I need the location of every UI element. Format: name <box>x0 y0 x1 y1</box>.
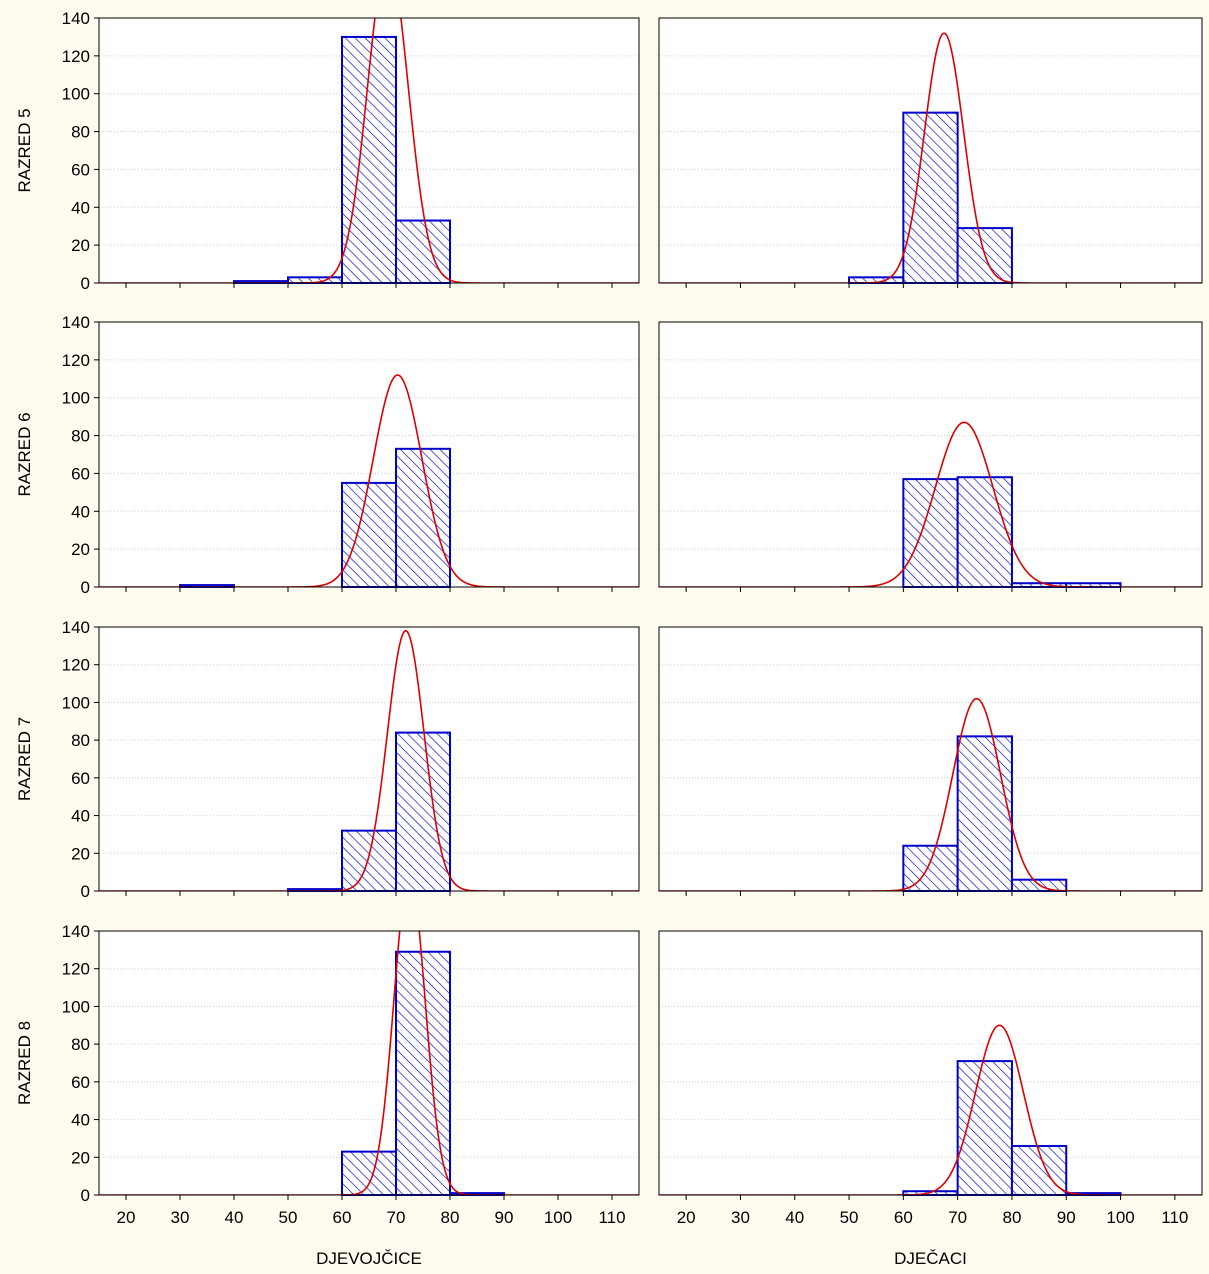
normal-fit-curve <box>659 1024 1202 1195</box>
x-tick-label: 50 <box>279 1208 298 1227</box>
plot-frame <box>658 321 1203 588</box>
x-tick-label: 110 <box>598 1208 625 1227</box>
x-tick-label: 100 <box>544 1208 572 1227</box>
x-tick-label: 70 <box>387 1208 406 1227</box>
panel-2-2 <box>658 321 1203 592</box>
panel-3-2 <box>658 626 1203 896</box>
labels-layer: 0 20 40 60 80 100 120 140 0 20 40 60 80 100 120 140 0 20 4… <box>15 9 1188 1268</box>
y-tick-label: 140 <box>62 9 90 28</box>
y-tick-label: 100 <box>62 997 90 1016</box>
panel-1-1 <box>94 17 640 288</box>
y-tick-label: 60 <box>71 160 90 179</box>
column-axis-title: DJEVOJČICE <box>316 1249 422 1268</box>
histogram-bar <box>902 844 959 892</box>
y-tick-label: 60 <box>71 1073 90 1092</box>
y-tick-label: 120 <box>62 960 90 979</box>
normal-fit-curve <box>659 421 1202 587</box>
y-tick-label: 140 <box>62 618 90 637</box>
y-tick-label: 20 <box>71 540 90 559</box>
histogram-bar <box>956 735 1013 892</box>
x-tick-label: 90 <box>495 1208 514 1227</box>
panel-4-2 <box>658 930 1203 1200</box>
x-tick-label: 90 <box>1057 1208 1076 1227</box>
x-tick-label: 50 <box>840 1208 859 1227</box>
plot-frame <box>98 321 640 588</box>
x-tick-label: 60 <box>333 1208 352 1227</box>
y-tick-label: 0 <box>81 882 90 901</box>
histogram-bar <box>902 111 959 285</box>
normal-fit-curve <box>659 32 1202 283</box>
y-tick-label: 120 <box>62 351 90 370</box>
row-label: RAZRED 7 <box>15 717 34 801</box>
x-tick-label: 100 <box>1106 1208 1134 1227</box>
histogram-bar <box>341 829 397 893</box>
plot-frame <box>658 626 1203 892</box>
plot-frame <box>98 930 640 1196</box>
y-tick-label: 60 <box>71 769 90 788</box>
x-tick-label: 40 <box>785 1208 804 1227</box>
x-tick-label: 70 <box>948 1208 967 1227</box>
y-tick-label: 120 <box>62 656 90 675</box>
plot-frame <box>98 17 640 284</box>
histogram-bar <box>341 481 397 588</box>
y-tick-label: 0 <box>81 274 90 293</box>
panel-2-1 <box>94 321 640 592</box>
column-axis-title: DJEČACI <box>894 1249 967 1268</box>
x-tick-label: 80 <box>441 1208 460 1227</box>
y-tick-label: 20 <box>71 844 90 863</box>
panel-4-1 <box>94 930 640 1200</box>
row-label: RAZRED 5 <box>15 108 34 192</box>
y-tick-label: 100 <box>62 693 90 712</box>
y-tick-label: 40 <box>71 1111 90 1130</box>
y-tick-label: 0 <box>81 578 90 597</box>
row-label: RAZRED 8 <box>15 1021 34 1105</box>
row-label: RAZRED 6 <box>15 412 34 496</box>
panel-3-1 <box>94 626 640 896</box>
normal-fit-curve <box>99 18 639 283</box>
y-tick-label: 140 <box>62 313 90 332</box>
plot-frame <box>98 626 640 892</box>
y-tick-label: 80 <box>71 427 90 446</box>
y-tick-label: 40 <box>71 198 90 217</box>
y-tick-label: 20 <box>71 236 90 255</box>
x-tick-label: 30 <box>731 1208 750 1227</box>
y-tick-label: 140 <box>62 922 90 941</box>
y-tick-label: 100 <box>62 389 90 408</box>
y-tick-label: 40 <box>71 807 90 826</box>
histogram-bar <box>395 731 451 892</box>
normal-fit-curve <box>99 629 639 891</box>
x-tick-label: 20 <box>677 1208 696 1227</box>
y-tick-label: 20 <box>71 1148 90 1167</box>
normal-fit-curve <box>659 697 1202 891</box>
y-tick-label: 100 <box>62 85 90 104</box>
panel-1-2 <box>658 17 1203 288</box>
panels-layer <box>94 17 1203 1200</box>
plot-area <box>659 931 1202 1195</box>
y-tick-label: 80 <box>71 123 90 142</box>
histogram-bar <box>395 447 451 589</box>
x-tick-label: 60 <box>894 1208 913 1227</box>
y-tick-label: 120 <box>62 47 90 66</box>
y-tick-label: 40 <box>71 502 90 521</box>
x-tick-label: 110 <box>1161 1208 1188 1227</box>
normal-fit-curve <box>99 931 639 1195</box>
histogram-bar <box>341 1150 397 1196</box>
y-tick-label: 80 <box>71 1035 90 1054</box>
histogram-bar <box>902 478 959 589</box>
plot-frame <box>658 17 1203 284</box>
y-tick-label: 60 <box>71 464 90 483</box>
x-tick-label: 30 <box>171 1208 190 1227</box>
histogram-bar <box>956 476 1013 589</box>
histogram-bar <box>956 227 1013 285</box>
normal-fit-curve <box>99 374 639 587</box>
x-tick-label: 80 <box>1002 1208 1021 1227</box>
plot-frame <box>658 930 1203 1196</box>
histogram-bar <box>956 1060 1013 1196</box>
x-tick-label: 40 <box>225 1208 244 1227</box>
y-tick-label: 0 <box>81 1186 90 1205</box>
y-tick-label: 80 <box>71 731 90 750</box>
x-tick-label: 20 <box>117 1208 136 1227</box>
